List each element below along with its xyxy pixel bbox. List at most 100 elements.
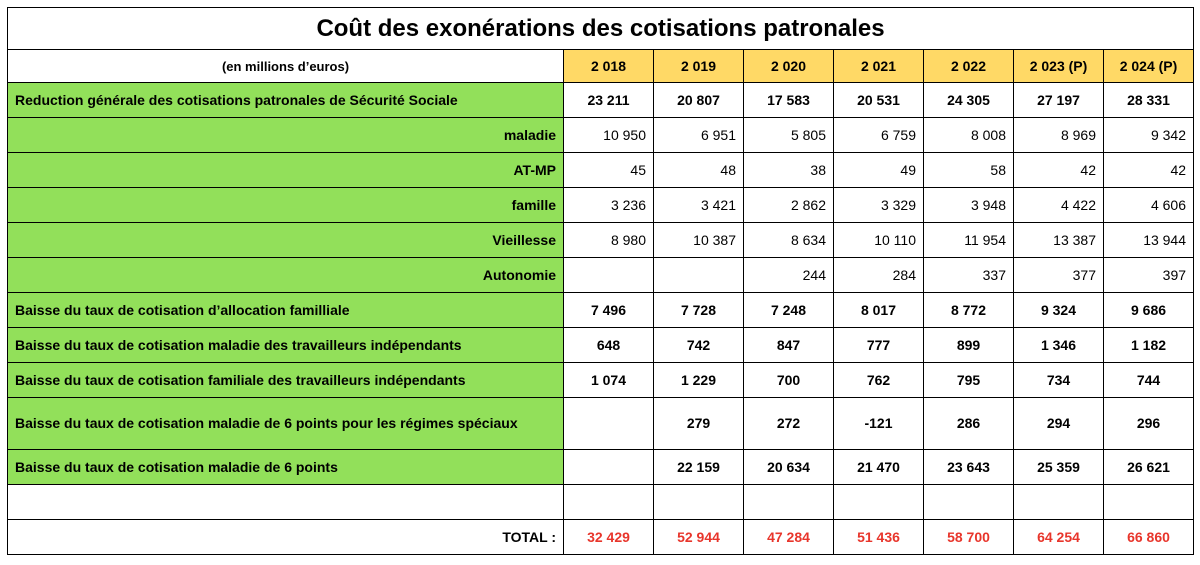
cell-value: 244 (743, 257, 834, 293)
cell-value: 762 (833, 362, 924, 398)
cell-value: 279 (653, 397, 744, 450)
total-value: 51 436 (833, 519, 924, 555)
year-header: 2 024 (P) (1102, 49, 1195, 83)
total-value: 66 860 (1102, 519, 1195, 555)
cell-value (563, 397, 654, 450)
blank-cell (563, 484, 654, 520)
cell-value: 3 948 (923, 187, 1014, 223)
cell-value: 48 (653, 152, 744, 188)
cell-value: 700 (743, 362, 834, 398)
cell-value: 20 531 (833, 82, 924, 118)
cell-value: 742 (653, 327, 744, 363)
blank-cell (1102, 484, 1195, 520)
cell-value: 1 229 (653, 362, 744, 398)
row-label: Baisse du taux de cotisation familiale d… (7, 362, 564, 398)
table-row: Baisse du taux de cotisation d’allocatio… (7, 292, 1195, 328)
cell-value: 28 331 (1102, 82, 1195, 118)
cell-value: 49 (833, 152, 924, 188)
table-row: maladie 10 950 6 951 5 805 6 759 8 008 8… (7, 117, 1195, 153)
cell-value: 8 634 (743, 222, 834, 258)
row-label: Baisse du taux de cotisation maladie de … (7, 397, 564, 450)
cell-value: 23 211 (563, 82, 654, 118)
cell-value: 10 950 (563, 117, 654, 153)
cell-value: 648 (563, 327, 654, 363)
cell-value: 9 342 (1102, 117, 1195, 153)
cell-value: 26 621 (1102, 449, 1195, 485)
table-row: famille 3 236 3 421 2 862 3 329 3 948 4 … (7, 187, 1195, 223)
cell-value: 10 387 (653, 222, 744, 258)
blank-cell (653, 484, 744, 520)
cell-value: 6 951 (653, 117, 744, 153)
cell-value: 296 (1102, 397, 1195, 450)
cell-value: 8 017 (833, 292, 924, 328)
table-row: Baisse du taux de cotisation maladie des… (7, 327, 1195, 363)
cell-value: 23 643 (923, 449, 1014, 485)
cell-value: 847 (743, 327, 834, 363)
blank-row (7, 484, 1195, 520)
cell-value: 20 807 (653, 82, 744, 118)
row-label: Vieillesse (7, 222, 564, 258)
blank-cell (833, 484, 924, 520)
row-label: famille (7, 187, 564, 223)
cell-value: 27 197 (1013, 82, 1104, 118)
row-label: AT-MP (7, 152, 564, 188)
cell-value: 294 (1013, 397, 1104, 450)
cell-value: 744 (1102, 362, 1195, 398)
cell-value: 13 387 (1013, 222, 1104, 258)
cell-value: 6 759 (833, 117, 924, 153)
cell-value: 21 470 (833, 449, 924, 485)
cell-value: 284 (833, 257, 924, 293)
blank-cell (923, 484, 1014, 520)
year-header: 2 023 (P) (1013, 49, 1104, 83)
cell-value: -121 (833, 397, 924, 450)
total-value: 47 284 (743, 519, 834, 555)
cell-value: 8 772 (923, 292, 1014, 328)
year-header: 2 018 (563, 49, 654, 83)
row-label: Baisse du taux de cotisation maladie de … (7, 449, 564, 485)
cell-value: 899 (923, 327, 1014, 363)
cell-value: 1 182 (1102, 327, 1195, 363)
cell-value: 17 583 (743, 82, 834, 118)
cell-value: 45 (563, 152, 654, 188)
table-row: Baisse du taux de cotisation maladie de … (7, 397, 1195, 450)
table-row: Autonomie 244 284 337 377 397 (7, 257, 1195, 293)
cell-value: 7 496 (563, 292, 654, 328)
cell-value: 1 074 (563, 362, 654, 398)
cell-value: 795 (923, 362, 1014, 398)
cell-value: 13 944 (1102, 222, 1195, 258)
cell-value: 286 (923, 397, 1014, 450)
cell-value: 9 324 (1013, 292, 1104, 328)
cell-value: 22 159 (653, 449, 744, 485)
table-row: Baisse du taux de cotisation familiale d… (7, 362, 1195, 398)
total-value: 58 700 (923, 519, 1014, 555)
year-header: 2 022 (923, 49, 1014, 83)
cell-value: 58 (923, 152, 1014, 188)
cell-value: 272 (743, 397, 834, 450)
cell-value: 2 862 (743, 187, 834, 223)
cost-table: Coût des exonérations des cotisations pa… (6, 7, 1195, 555)
cell-value: 25 359 (1013, 449, 1104, 485)
row-label: Baisse du taux de cotisation maladie des… (7, 327, 564, 363)
total-value: 64 254 (1013, 519, 1104, 555)
cell-value: 42 (1013, 152, 1104, 188)
cell-value (563, 449, 654, 485)
cell-value: 8 008 (923, 117, 1014, 153)
cell-value: 734 (1013, 362, 1104, 398)
total-value: 32 429 (563, 519, 654, 555)
total-row: TOTAL : 32 429 52 944 47 284 51 436 58 7… (7, 519, 1195, 555)
header-row: (en millions d’euros) 2 018 2 019 2 020 … (7, 49, 1195, 83)
cell-value: 4 606 (1102, 187, 1195, 223)
cell-value: 8 980 (563, 222, 654, 258)
unit-label: (en millions d’euros) (7, 49, 564, 83)
cell-value: 24 305 (923, 82, 1014, 118)
row-label: maladie (7, 117, 564, 153)
cell-value: 8 969 (1013, 117, 1104, 153)
row-label: Autonomie (7, 257, 564, 293)
cell-value (653, 257, 744, 293)
table-container: Coût des exonérations des cotisations pa… (6, 7, 1195, 555)
cell-value: 397 (1102, 257, 1195, 293)
cell-value: 7 248 (743, 292, 834, 328)
cell-value: 3 236 (563, 187, 654, 223)
cell-value: 377 (1013, 257, 1104, 293)
cell-value: 20 634 (743, 449, 834, 485)
